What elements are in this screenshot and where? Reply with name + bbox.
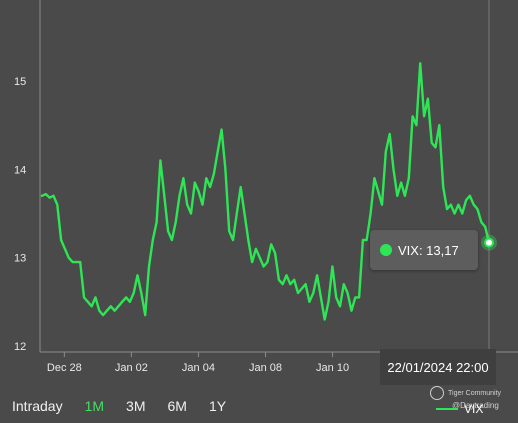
range-1y[interactable]: 1Y bbox=[208, 398, 227, 414]
range-6m[interactable]: 6M bbox=[167, 398, 187, 414]
last-point-marker[interactable] bbox=[484, 237, 494, 248]
legend-line-swatch bbox=[436, 408, 458, 410]
y-tick-label: 14 bbox=[14, 164, 26, 176]
x-tick-label: Jan 10 bbox=[316, 362, 349, 374]
y-tick-label: 15 bbox=[14, 76, 26, 88]
crosshair-date-label: 22/01/2024 22:00 bbox=[380, 349, 496, 385]
y-tick-label: 13 bbox=[14, 253, 26, 265]
y-tick-label: 12 bbox=[14, 341, 26, 353]
series-line-vix bbox=[40, 62, 491, 321]
watermark: Tiger Community @Daytrading bbox=[430, 386, 516, 410]
series-color-dot bbox=[380, 244, 392, 256]
tooltip-text: VIX: 13,17 bbox=[398, 242, 459, 258]
range-selector: Intraday 1M 3M 6M 1Y bbox=[12, 398, 248, 414]
x-tick-label: Jan 08 bbox=[249, 362, 282, 374]
legend-series-name: VIX bbox=[464, 402, 484, 416]
watermark-logo: Tiger Community bbox=[430, 386, 516, 400]
range-3m[interactable]: 3M bbox=[126, 398, 146, 414]
x-tick-label: Jan 02 bbox=[115, 362, 148, 374]
value-tooltip: VIX: 13,17 bbox=[370, 230, 478, 270]
x-tick-label: Dec 28 bbox=[47, 362, 82, 374]
range-1m[interactable]: 1M bbox=[84, 398, 105, 414]
watermark-tag: @Daytrading bbox=[452, 401, 499, 410]
tiger-logo-icon bbox=[430, 386, 444, 400]
x-tick-label: Jan 04 bbox=[182, 362, 215, 374]
range-intraday[interactable]: Intraday bbox=[12, 398, 63, 414]
watermark-brand: Tiger Community bbox=[448, 389, 502, 397]
legend: VIX bbox=[436, 402, 483, 416]
